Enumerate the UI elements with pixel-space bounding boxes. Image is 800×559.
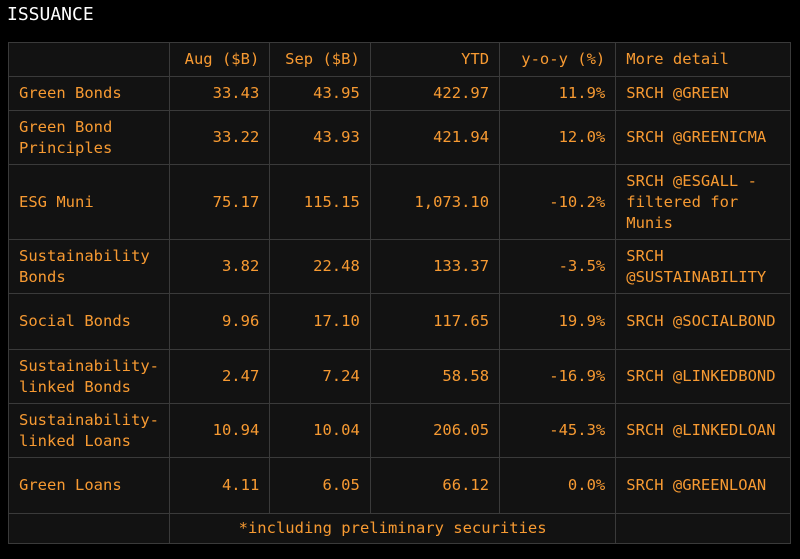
row-ytd: 206.05	[369, 403, 501, 458]
issuance-table: Aug ($B) Sep ($B) YTD y-o-y (%) More det…	[8, 42, 791, 544]
row-aug: 3.82	[168, 239, 271, 294]
row-yoy: 12.0%	[499, 110, 617, 165]
footnote-empty-cell	[615, 513, 791, 544]
row-yoy: -3.5%	[499, 239, 617, 294]
row-detail-link[interactable]: SRCH @LINKEDLOAN	[615, 403, 791, 458]
table-row: Sustainability Bonds 3.82 22.48 133.37 -…	[8, 239, 791, 294]
row-detail-link[interactable]: SRCH @SOCIALBOND	[615, 293, 791, 350]
row-ytd: 1,073.10	[369, 164, 501, 240]
row-name: Sustainability Bonds	[8, 239, 170, 294]
footnote: *including preliminary securities	[168, 513, 617, 544]
row-sep: 115.15	[269, 164, 371, 240]
column-header-yoy: y-o-y (%)	[499, 42, 617, 77]
row-sep: 22.48	[269, 239, 371, 294]
row-yoy: -45.3%	[499, 403, 617, 458]
row-name: Sustainability-linked Bonds	[8, 349, 170, 404]
table-row: ESG Muni 75.17 115.15 1,073.10 -10.2% SR…	[8, 164, 791, 240]
table-row: Sustainability-linked Bonds 2.47 7.24 58…	[8, 349, 791, 404]
row-ytd: 422.97	[369, 76, 501, 111]
column-header-sep: Sep ($B)	[269, 42, 371, 77]
row-yoy: 0.0%	[499, 457, 617, 514]
row-sep: 7.24	[269, 349, 371, 404]
row-detail-link[interactable]: SRCH @SUSTAINABILITY	[615, 239, 791, 294]
row-detail-link[interactable]: SRCH @GREENLOAN	[615, 457, 791, 514]
row-ytd: 133.37	[369, 239, 501, 294]
row-detail-link[interactable]: SRCH @GREEN	[615, 76, 791, 111]
table-row: Green Bond Principles 33.22 43.93 421.94…	[8, 110, 791, 165]
row-ytd: 58.58	[369, 349, 501, 404]
column-header-ytd: YTD	[369, 42, 501, 77]
row-ytd: 117.65	[369, 293, 501, 350]
row-aug: 33.22	[168, 110, 271, 165]
row-name: Sustainability-linked Loans	[8, 403, 170, 458]
row-sep: 6.05	[269, 457, 371, 514]
row-aug: 9.96	[168, 293, 271, 350]
header-row: Aug ($B) Sep ($B) YTD y-o-y (%) More det…	[8, 42, 791, 77]
row-detail-link[interactable]: SRCH @LINKEDBOND	[615, 349, 791, 404]
table-row: Green Loans 4.11 6.05 66.12 0.0% SRCH @G…	[8, 457, 791, 514]
row-aug: 75.17	[168, 164, 271, 240]
row-name: Green Loans	[8, 457, 170, 514]
row-aug: 33.43	[168, 76, 271, 111]
row-yoy: -10.2%	[499, 164, 617, 240]
table-row: Sustainability-linked Loans 10.94 10.04 …	[8, 403, 791, 458]
row-sep: 43.93	[269, 110, 371, 165]
row-name: ESG Muni	[8, 164, 170, 240]
row-aug: 10.94	[168, 403, 271, 458]
row-aug: 2.47	[168, 349, 271, 404]
row-sep: 17.10	[269, 293, 371, 350]
row-yoy: -16.9%	[499, 349, 617, 404]
row-detail-link[interactable]: SRCH @GREENICMA	[615, 110, 791, 165]
row-sep: 10.04	[269, 403, 371, 458]
row-yoy: 19.9%	[499, 293, 617, 350]
row-ytd: 421.94	[369, 110, 501, 165]
footnote-row: *including preliminary securities	[8, 513, 791, 544]
page-title: ISSUANCE	[7, 4, 94, 25]
row-name: Green Bonds	[8, 76, 170, 111]
row-aug: 4.11	[168, 457, 271, 514]
row-detail-link[interactable]: SRCH @ESGALL - filtered for Munis	[615, 164, 791, 240]
table-row: Social Bonds 9.96 17.10 117.65 19.9% SRC…	[8, 293, 791, 350]
column-header-name	[8, 42, 170, 77]
row-name: Green Bond Principles	[8, 110, 170, 165]
row-yoy: 11.9%	[499, 76, 617, 111]
row-sep: 43.95	[269, 76, 371, 111]
row-ytd: 66.12	[369, 457, 501, 514]
column-header-detail: More detail	[615, 42, 791, 77]
footnote-empty-cell	[8, 513, 170, 544]
row-name: Social Bonds	[8, 293, 170, 350]
column-header-aug: Aug ($B)	[168, 42, 271, 77]
table-row: Green Bonds 33.43 43.95 422.97 11.9% SRC…	[8, 76, 791, 111]
